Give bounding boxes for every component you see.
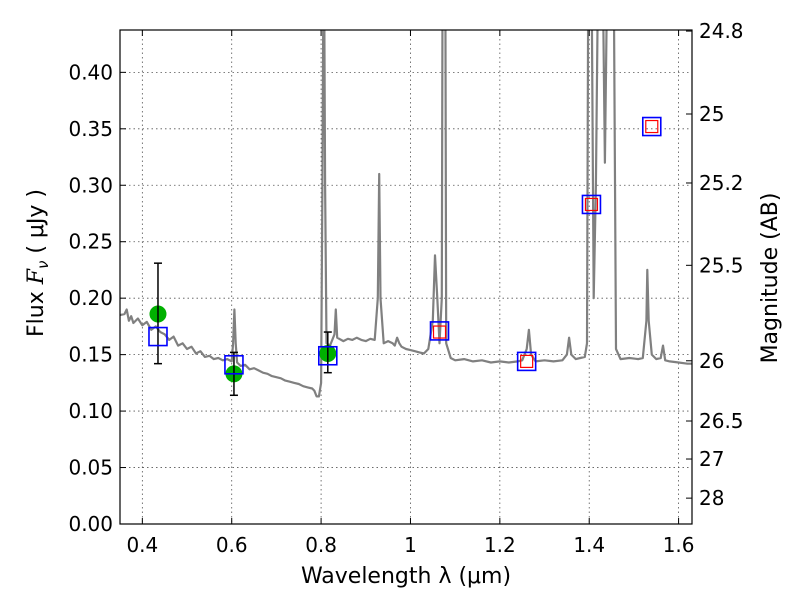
x-tick-label: 0.6 (216, 533, 248, 557)
y-tick-label: 0.10 (68, 399, 113, 423)
y2-tick-label: 26.5 (699, 409, 744, 433)
y-axis-title-symbol: F (24, 268, 49, 285)
y2-tick-label: 24.8 (699, 19, 744, 43)
y2-axis-title: Magnitude (AB) (758, 193, 783, 364)
x-tick-label: 1.2 (484, 533, 516, 557)
y2-tick-label: 25.5 (699, 253, 744, 277)
y-axis-title-prefix: Flux (24, 284, 49, 337)
y2-tick-label: 25 (699, 102, 724, 126)
y-tick-label: 0.30 (68, 173, 113, 197)
model-point-square (317, 345, 338, 366)
x-tick-label: 1.4 (573, 533, 605, 557)
model-point-square (581, 194, 602, 215)
y-axis-title-suffix: ( μJy ) (24, 189, 49, 261)
series-layer (120, 30, 692, 398)
y-axis-title: Flux Fν ( μJy ) (24, 189, 52, 337)
clipped-series (120, 30, 692, 398)
plot-frame (119, 29, 693, 525)
model-point-inner-square (584, 197, 599, 212)
y-tick-label: 0.25 (68, 230, 113, 254)
y2-tick-label: 25.2 (699, 171, 744, 195)
y2-tick-label: 26 (699, 349, 724, 373)
model-point-square (516, 351, 537, 372)
y-tick-label: 0.40 (68, 60, 113, 84)
y-tick-label: 0.15 (68, 343, 113, 367)
ticks: 0.4 0.6 0.8 1 1.2 1.4 1.6 0.00 0.05 0.10 0.15 0.20 0… (68, 19, 743, 557)
y-tick-label: 0.20 (68, 286, 113, 310)
model-point-square (429, 321, 450, 341)
x-tick-label: 1 (404, 533, 417, 557)
y-tick-label: 0.05 (68, 456, 113, 480)
model-point-square (224, 354, 244, 375)
model-point-square (641, 116, 662, 137)
y-tick-label: 0.35 (68, 117, 113, 141)
y2-tick-label: 27 (699, 447, 724, 471)
model-point-inner-square (432, 325, 447, 339)
y-tick-label: 0.00 (68, 512, 113, 536)
y-axis-title-subscript: ν (34, 261, 52, 269)
x-tick-label: 0.8 (305, 533, 337, 557)
spectrum-line (120, 30, 692, 398)
x-axis-title: Wavelength λ (μm) (301, 564, 511, 589)
x-tick-label: 1.6 (663, 533, 695, 557)
model-point-square (148, 326, 168, 347)
model-point-inner-square (645, 119, 659, 134)
y2-tick-label: 28 (699, 486, 724, 510)
x-tick-label: 0.4 (126, 533, 158, 557)
model-point-inner-square (520, 354, 534, 369)
